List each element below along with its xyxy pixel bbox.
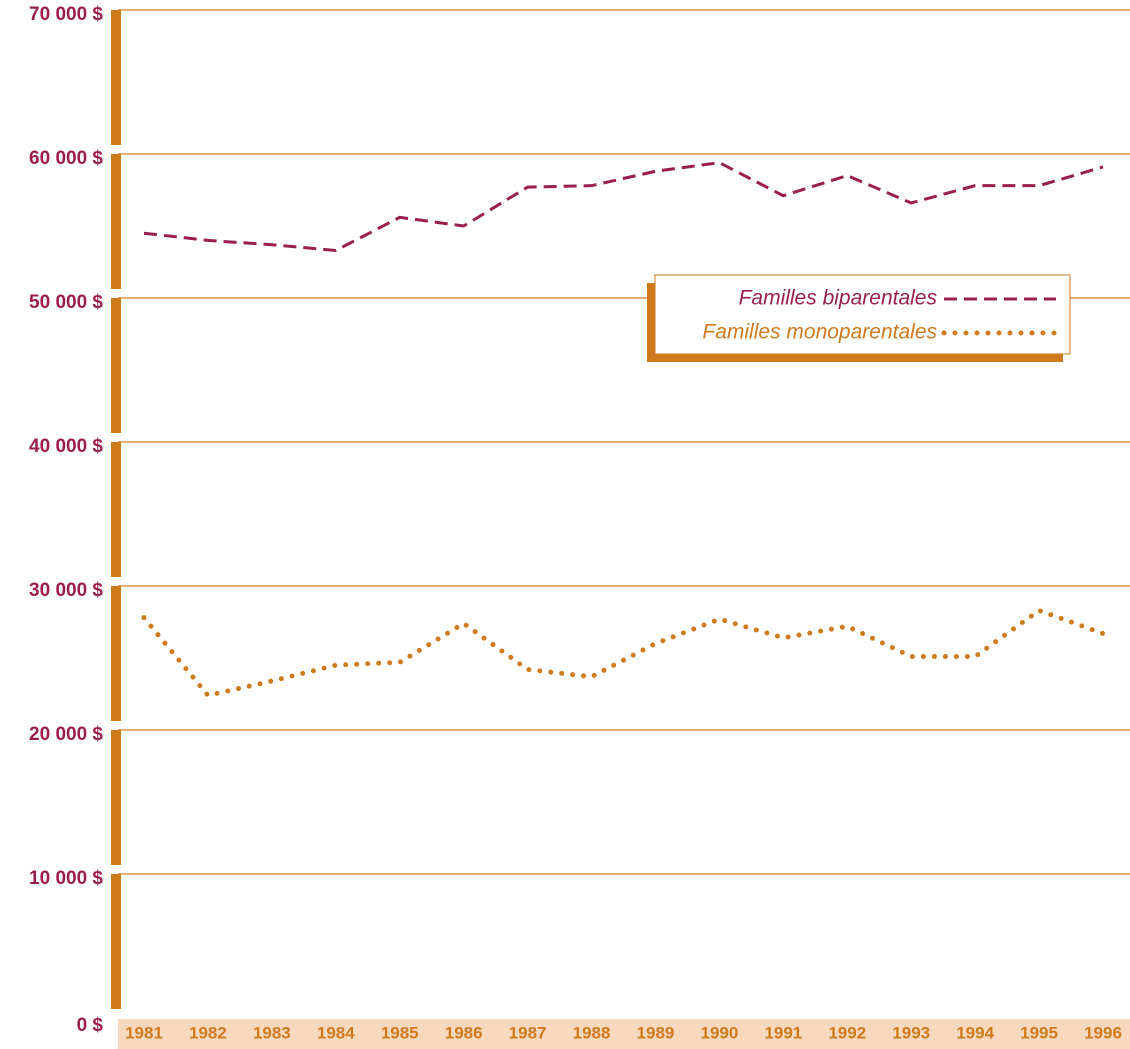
x-tick-label: 1982 [189,1023,227,1042]
legend-label: Familles biparentales [739,287,938,310]
axis-bar [111,154,121,289]
legend-box [654,274,1071,355]
x-tick-label: 1992 [828,1023,866,1042]
x-tick-label: 1994 [956,1023,994,1042]
x-tick-label: 1995 [1020,1023,1058,1042]
series-line [141,607,1106,699]
y-tick-label: 30 000 $ [29,580,103,601]
y-tick-label: 40 000 $ [29,436,103,457]
y-tick-label: 20 000 $ [29,724,103,745]
y-tick-label: 10 000 $ [29,868,103,889]
series-line [143,161,1104,253]
x-tick-label: 1984 [317,1023,355,1042]
x-tick-label: 1996 [1084,1023,1122,1042]
y-tick-label: 70 000 $ [29,4,103,25]
x-tick-label: 1989 [637,1023,675,1042]
x-tick-label: 1990 [700,1023,738,1042]
legend-label: Familles monoparentales [702,321,937,344]
x-tick-label: 1991 [764,1023,802,1042]
y-tick-label: 0 $ [77,1015,104,1036]
axis-bar [111,298,121,433]
x-tick-label: 1993 [892,1023,930,1042]
x-tick-label: 1986 [445,1023,483,1042]
x-tick-label: 1983 [253,1023,291,1042]
y-tick-label: 60 000 $ [29,148,103,169]
x-tick-label: 1987 [509,1023,547,1042]
axis-bar [111,874,121,1009]
x-tick-label: 1981 [125,1023,163,1042]
x-tick-label: 1985 [381,1023,419,1042]
axis-bar [111,442,121,577]
axis-bar [111,730,121,865]
axis-bar [111,586,121,721]
x-tick-label: 1988 [573,1023,611,1042]
x-axis-band [118,1019,1130,1049]
y-tick-label: 50 000 $ [29,292,103,313]
axis-bar [111,10,121,145]
